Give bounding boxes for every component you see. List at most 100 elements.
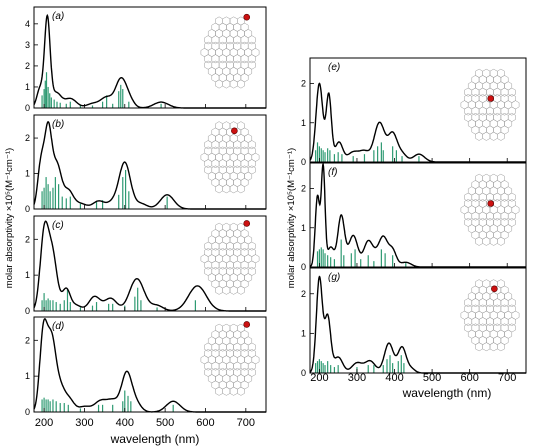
ring-3-1-0 — [204, 361, 213, 371]
ring-5--2-1 — [471, 192, 480, 202]
ring-5--2-3 — [486, 192, 494, 202]
absorption-curve-1 — [33, 120, 266, 210]
ring-0-1-5 — [240, 54, 249, 64]
ring-4-1-2 — [478, 106, 487, 116]
panel-e: 0 1 2 (e) — [301, 57, 527, 167]
panel-label-0: (a) — [52, 11, 64, 22]
ring-5--2-0 — [464, 192, 473, 202]
left-x-tick-label-2: 400 — [116, 417, 134, 429]
ring-6-2-5 — [500, 323, 509, 333]
right-y-axis-label: molar absorptivity ×10⁵(M⁻¹cm⁻¹) — [286, 148, 297, 288]
ring-3--2-5 — [240, 342, 249, 352]
ring-1-1-3 — [226, 159, 234, 169]
ring-1--2-4 — [233, 140, 242, 150]
ring-6-1-6 — [507, 317, 516, 327]
ring-5-5-1 — [482, 236, 491, 246]
ring-3--3-1 — [215, 336, 223, 346]
ring-0-5-1 — [222, 79, 231, 89]
ring-2-5-3 — [237, 285, 245, 295]
ring-6--2-1 — [471, 298, 480, 308]
right-x-tick-label-4: 600 — [460, 372, 478, 384]
ring-1-1-6 — [247, 159, 256, 169]
ring-6-2-4 — [493, 323, 502, 333]
ring-0-0-1 — [207, 48, 216, 57]
ring-1-1-5 — [240, 159, 249, 169]
ring-2--2-5 — [240, 241, 249, 251]
panel-f: 0 1 2 (f) — [301, 161, 527, 272]
ring-4--2-0 — [464, 87, 473, 97]
ring-1-5-1 — [222, 184, 231, 194]
ring-6--2-6 — [507, 298, 516, 308]
ring-0--2-2 — [218, 35, 227, 45]
right-x-tick-label-5: 700 — [498, 372, 516, 384]
y-tick-label-0-2: 2 — [25, 61, 30, 71]
plot-frame-1 — [33, 114, 267, 210]
y-tick-label-5-0: 0 — [301, 262, 306, 272]
y-tick-label-2-0: 0 — [25, 306, 30, 316]
heteroatom-marker-1 — [231, 127, 238, 135]
heteroatom-marker-3 — [243, 321, 251, 328]
ring-6-1-4 — [493, 317, 502, 327]
ring-0-0-4 — [229, 48, 238, 57]
ring-0-0-5 — [237, 48, 245, 57]
ring-0-0-6 — [244, 48, 253, 57]
ring-5-1-2 — [478, 211, 487, 221]
ring-0-0-0 — [200, 48, 209, 57]
ring-2-1-0 — [204, 260, 213, 270]
ring-1-5-2 — [229, 184, 238, 194]
ring-6--2-2 — [478, 298, 487, 308]
ring-3-5-1 — [222, 386, 231, 396]
panel-label-5: (f) — [328, 167, 337, 178]
y-tick-label-4-2: 2 — [301, 79, 306, 89]
y-tick-label-5-1: 1 — [301, 223, 306, 233]
plot-frame-2 — [33, 215, 267, 312]
panel-c: 0 1 2 (c) — [25, 215, 267, 316]
ring-6-5-0 — [475, 342, 483, 352]
y-tick-label-2-1: 1 — [25, 270, 30, 280]
y-tick-label-2-2: 2 — [25, 234, 30, 244]
panel-label-1: (b) — [52, 119, 64, 130]
y-tick-label-0-0: 0 — [25, 103, 30, 113]
ring-3--2-0 — [204, 342, 213, 352]
ring-2-1-2 — [218, 260, 227, 270]
right-x-tick-label-0: 200 — [310, 372, 328, 384]
ring-3-1-2 — [218, 361, 227, 371]
ring-5-1-4 — [493, 211, 502, 221]
ring-0-5-3 — [237, 79, 245, 89]
ring-3--2-1 — [211, 342, 220, 352]
ring-3-2-2 — [218, 367, 227, 377]
ring-1-1-2 — [218, 159, 227, 169]
ring-3-2-0 — [204, 367, 213, 377]
ring-0-1-3 — [226, 54, 234, 64]
plot-frame-5 — [309, 162, 527, 268]
ring-2-2-1 — [211, 266, 220, 276]
ring-5-5-2 — [489, 236, 498, 246]
ring-3-1-6 — [247, 361, 256, 371]
ring-2-1-6 — [247, 260, 256, 270]
ring-5--2-6 — [507, 192, 516, 202]
ring-2-5-1 — [222, 285, 231, 295]
ring-2-5-2 — [229, 285, 238, 295]
plot-frame-4 — [309, 57, 527, 163]
ring-2--2-0 — [204, 241, 213, 251]
ring-4-1-1 — [471, 106, 480, 116]
heteroatom-marker-5 — [487, 200, 495, 207]
ring-2-2-2 — [218, 266, 227, 276]
ring-6-5-2 — [489, 342, 498, 352]
ring-3--3-0 — [207, 336, 216, 346]
ring-4-1-4 — [493, 106, 502, 116]
y-tick-label-0-3: 3 — [25, 40, 30, 50]
absorption-curve-2 — [33, 220, 266, 312]
ring-6-2-3 — [486, 323, 494, 333]
plot-frame-6 — [309, 267, 527, 374]
right-x-tick-label-2: 400 — [385, 372, 403, 384]
ring-2-2-6 — [247, 266, 256, 276]
ring-6--2-5 — [500, 298, 509, 308]
ring-6-2-1 — [471, 323, 480, 333]
panel-label-3: (d) — [52, 321, 64, 332]
ring-0-5-0 — [215, 79, 223, 89]
ring-6--3-5 — [504, 291, 513, 301]
ring-1-1-0 — [204, 159, 213, 169]
y-tick-label-6-2: 2 — [301, 289, 306, 299]
ring-0--2-5 — [240, 35, 249, 45]
